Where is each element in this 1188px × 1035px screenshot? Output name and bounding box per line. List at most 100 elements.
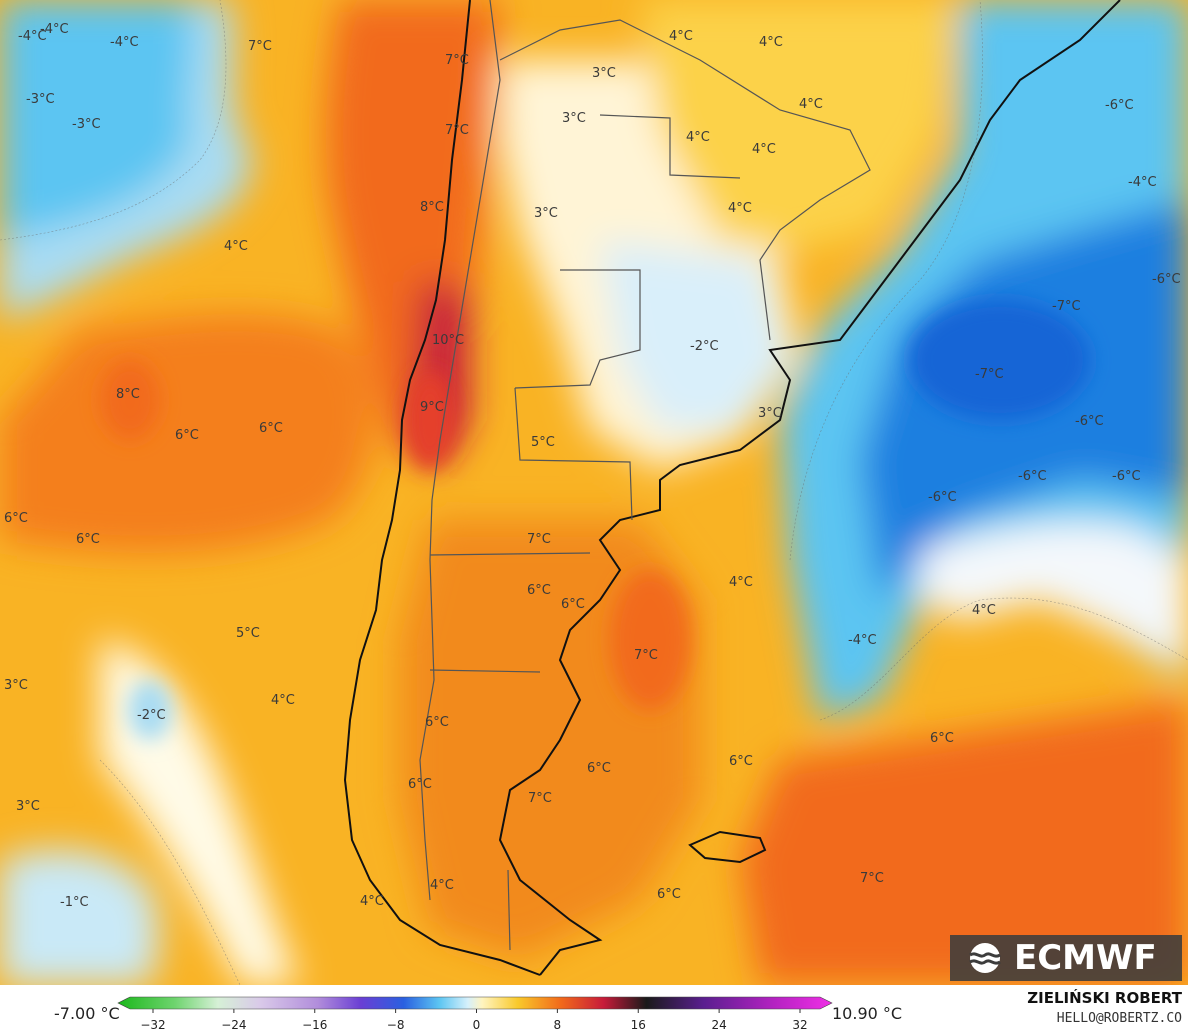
temp-label: 6°C bbox=[259, 421, 283, 436]
pacific-warm bbox=[0, 314, 373, 554]
scale-tick-label: 24 bbox=[711, 1018, 726, 1032]
temp-label: 7°C bbox=[528, 791, 552, 806]
temp-label: -6°C bbox=[1075, 414, 1104, 429]
legend-bar bbox=[0, 985, 1188, 1035]
temp-label: 6°C bbox=[408, 777, 432, 792]
nw-cold-core bbox=[0, 0, 193, 240]
temp-label: 4°C bbox=[799, 97, 823, 112]
temp-label: 3°C bbox=[16, 799, 40, 814]
temp-label: 4°C bbox=[729, 575, 753, 590]
temp-label: 4°C bbox=[360, 894, 384, 909]
color-scale-bar bbox=[117, 996, 833, 1010]
temp-label: 4°C bbox=[224, 239, 248, 254]
temp-label: -4°C bbox=[1128, 175, 1157, 190]
temp-label: 6°C bbox=[930, 731, 954, 746]
temp-label: 7°C bbox=[445, 123, 469, 138]
sw-pale-cold bbox=[0, 850, 159, 985]
coastlines bbox=[343, 0, 1121, 976]
temp-label: 4°C bbox=[669, 29, 693, 44]
political-borders bbox=[419, 0, 871, 951]
color-scale-ticks: −32 −24 −16 −8 0 8 16 24 32 bbox=[140, 1009, 808, 1032]
temp-label: -7°C bbox=[1052, 299, 1081, 314]
temp-label: 7°C bbox=[527, 532, 551, 547]
temp-label: -6°C bbox=[928, 490, 957, 505]
temp-label: -2°C bbox=[137, 708, 166, 723]
temp-label: -6°C bbox=[1105, 98, 1134, 113]
temp-label: -3°C bbox=[72, 117, 101, 132]
temp-label: 8°C bbox=[420, 200, 444, 215]
temp-label: 3°C bbox=[534, 206, 558, 221]
atlantic-white-band bbox=[920, 521, 1188, 670]
temp-label: 7°C bbox=[634, 648, 658, 663]
temp-label: -4°C bbox=[848, 633, 877, 648]
temp-label: -4°C bbox=[110, 35, 139, 50]
temp-label: 6°C bbox=[587, 761, 611, 776]
temperature-detail bbox=[100, 300, 1090, 740]
temp-label: -6°C bbox=[1152, 272, 1181, 287]
temp-label: 6°C bbox=[4, 511, 28, 526]
scale-tick-label: 16 bbox=[631, 1018, 646, 1032]
temp-label: 6°C bbox=[175, 428, 199, 443]
temp-label: 6°C bbox=[729, 754, 753, 769]
temperature-map: -4°C -4°C -4°C -3°C -3°C 7°C 7°C 7°C 8°C… bbox=[0, 0, 1188, 985]
temp-label: -6°C bbox=[1112, 469, 1141, 484]
temp-label: 4°C bbox=[271, 693, 295, 708]
temp-label: 6°C bbox=[76, 532, 100, 547]
legend-min-label: -7.00 °C bbox=[54, 1004, 120, 1023]
temp-label: 5°C bbox=[236, 626, 260, 641]
atlantic-coast bbox=[498, 0, 1121, 976]
temp-label: 9°C bbox=[420, 400, 444, 415]
temp-label: -1°C bbox=[60, 895, 89, 910]
warm-patch-west bbox=[100, 360, 160, 440]
hot-patch-9 bbox=[405, 370, 455, 470]
temp-label: 6°C bbox=[561, 597, 585, 612]
temp-label: 5°C bbox=[531, 435, 555, 450]
temp-label: 7°C bbox=[445, 53, 469, 68]
temp-label: -3°C bbox=[26, 92, 55, 107]
ecmwf-logo-text: ECMWF bbox=[1014, 938, 1157, 978]
ecmwf-wave-icon bbox=[969, 943, 1001, 973]
color-scale: −32 −24 −16 −8 0 8 16 24 32 bbox=[117, 996, 833, 1032]
temp-label: 7°C bbox=[248, 39, 272, 54]
scale-tick-label: −32 bbox=[140, 1018, 165, 1032]
temp-label: 4°C bbox=[728, 201, 752, 216]
scale-tick-label: 8 bbox=[554, 1018, 562, 1032]
temp-label: -7°C bbox=[975, 367, 1004, 382]
scale-tick-label: −24 bbox=[221, 1018, 246, 1032]
temp-label: 8°C bbox=[116, 387, 140, 402]
author-name: ZIELIŃSKI ROBERT bbox=[1027, 989, 1182, 1007]
pampas-cool bbox=[600, 240, 790, 430]
temp-label: 4°C bbox=[759, 35, 783, 50]
scale-tick-label: −8 bbox=[387, 1018, 405, 1032]
temp-label: -2°C bbox=[690, 339, 719, 354]
south-atlantic-warm bbox=[740, 700, 1188, 985]
temp-label: -4°C bbox=[18, 29, 47, 44]
temp-label: 6°C bbox=[657, 887, 681, 902]
temp-label: 3°C bbox=[758, 406, 782, 421]
temp-label: 3°C bbox=[562, 111, 586, 126]
temp-label: 10°C bbox=[432, 333, 464, 348]
scale-tick-label: 32 bbox=[792, 1018, 807, 1032]
chile-coast bbox=[343, 0, 541, 976]
ecmwf-logo-badge: ECMWF bbox=[950, 935, 1182, 981]
scale-tick-label: −16 bbox=[302, 1018, 327, 1032]
falklands bbox=[688, 830, 767, 864]
temp-label: 6°C bbox=[425, 715, 449, 730]
temp-label: 4°C bbox=[752, 142, 776, 157]
temp-label: 4°C bbox=[972, 603, 996, 618]
temperature-labels: -4°C -4°C -4°C -3°C -3°C 7°C 7°C 7°C 8°C… bbox=[4, 22, 1181, 910]
legend-max-label: 10.90 °C bbox=[832, 1004, 903, 1023]
temp-label: 3°C bbox=[4, 678, 28, 693]
temp-label: -4°C bbox=[40, 22, 69, 37]
contour-lines bbox=[0, 0, 1188, 985]
cold-patch-small bbox=[128, 680, 172, 740]
temp-label: 3°C bbox=[592, 66, 616, 81]
warm-patch-east bbox=[610, 570, 690, 710]
temp-label: 4°C bbox=[686, 130, 710, 145]
north-yellow bbox=[640, 0, 960, 250]
temp-label: 7°C bbox=[860, 871, 884, 886]
scale-tick-label: 0 bbox=[473, 1018, 481, 1032]
temp-label: -6°C bbox=[1018, 469, 1047, 484]
author-email: HELLO@ROBERTZ.CO bbox=[1056, 1011, 1182, 1026]
